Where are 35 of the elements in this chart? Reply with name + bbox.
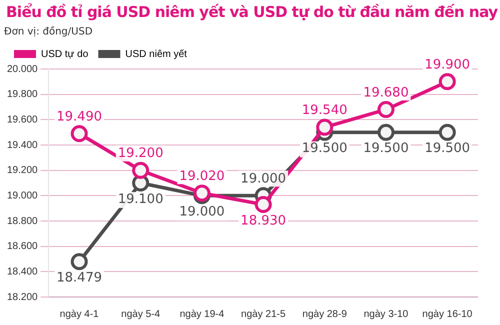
y-tick-label: 19.200 bbox=[6, 165, 38, 176]
x-tick-label: ngày 28-9 bbox=[302, 308, 348, 320]
data-label: 19.020 bbox=[179, 169, 225, 184]
y-tick-label: 18.600 bbox=[6, 241, 38, 252]
x-tick-label: ngày 21-5 bbox=[241, 308, 286, 320]
x-tick-label: ngày 16-10 bbox=[422, 308, 473, 320]
y-tick-label: 19.400 bbox=[6, 140, 38, 151]
y-tick-label: 18.400 bbox=[6, 266, 38, 278]
data-label: 19.490 bbox=[56, 109, 102, 124]
x-tick-label: ngày 19-4 bbox=[180, 308, 225, 320]
x-tick-label: ngày 4-1 bbox=[60, 308, 100, 320]
x-tick-label: ngày 3-10 bbox=[364, 308, 409, 320]
legend-label: USD niêm yết bbox=[125, 48, 188, 60]
data-label: 18.479 bbox=[56, 270, 102, 286]
y-tick-label: 18.800 bbox=[6, 216, 38, 227]
data-label: 19.900 bbox=[424, 58, 470, 73]
data-label: 19.500 bbox=[302, 141, 348, 156]
legend-label: USD tự do bbox=[41, 48, 89, 60]
y-tick-label: 20.000 bbox=[6, 64, 38, 75]
data-label: 19.000 bbox=[240, 172, 286, 187]
y-tick-label: 18.200 bbox=[6, 292, 38, 303]
data-label: 19.200 bbox=[118, 146, 164, 162]
x-tick-label: ngày 5-4 bbox=[121, 308, 160, 320]
data-label: 18.930 bbox=[240, 213, 286, 228]
y-axis-title: Đơn vị: đồng/USD bbox=[4, 26, 93, 38]
y-tick-label: 19.800 bbox=[6, 89, 38, 100]
y-tick-label: 19.600 bbox=[6, 114, 38, 126]
chart-title: Biểu đồ tỉ giá USD niêm yết và USD tự do từ đầu năm đến nay bbox=[5, 2, 499, 23]
y-tick-label: 19.000 bbox=[6, 190, 38, 202]
data-label: 19.680 bbox=[363, 85, 409, 100]
data-label: 19.100 bbox=[118, 192, 164, 207]
data-label: 19.500 bbox=[363, 141, 409, 156]
data-label: 19.000 bbox=[179, 204, 225, 220]
data-label: 19.500 bbox=[424, 141, 470, 156]
data-label: 19.540 bbox=[302, 103, 348, 118]
